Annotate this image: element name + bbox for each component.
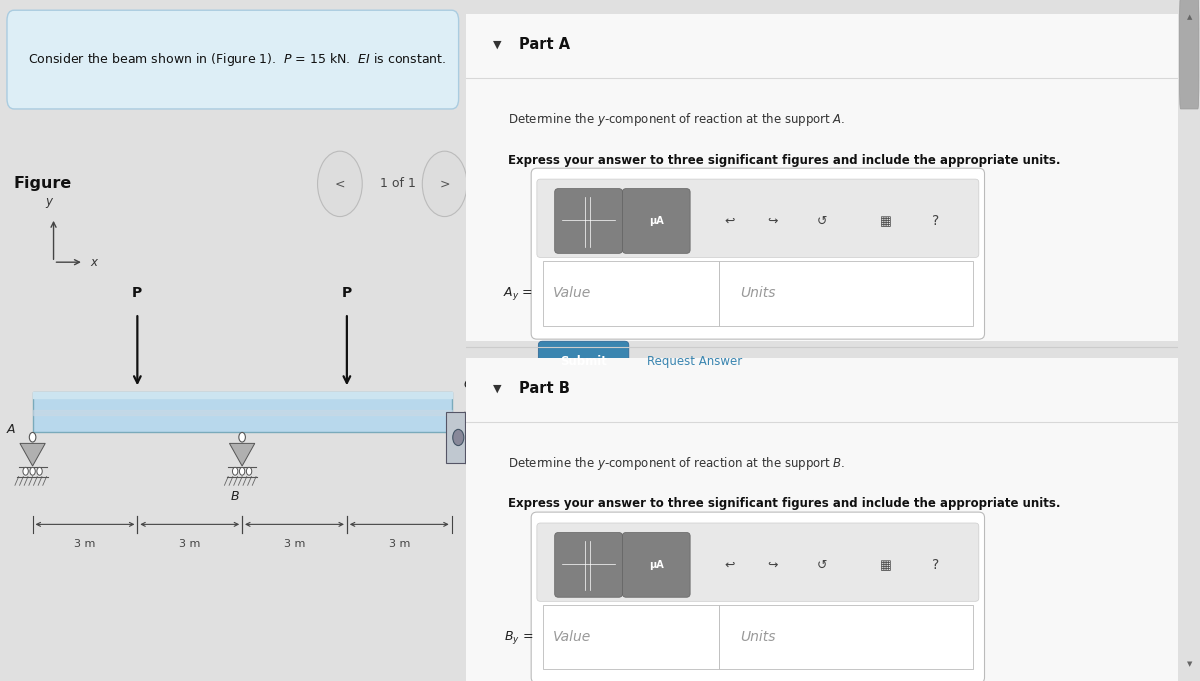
Text: Express your answer to three significant figures and include the appropriate uni: Express your answer to three significant… bbox=[509, 497, 1061, 511]
Text: 3 m: 3 m bbox=[389, 539, 410, 550]
Text: Determine the $y$-component of reaction at the support $B$.: Determine the $y$-component of reaction … bbox=[509, 455, 846, 471]
Text: ▲: ▲ bbox=[1187, 14, 1192, 20]
Text: Value: Value bbox=[552, 286, 590, 300]
Text: $B_{y}$ =: $B_{y}$ = bbox=[504, 629, 533, 646]
Text: P: P bbox=[132, 285, 143, 300]
FancyBboxPatch shape bbox=[719, 261, 973, 326]
Text: 3 m: 3 m bbox=[179, 539, 200, 550]
Text: Consider the beam shown in (Figure 1).  $P$ = 15 kN.  $EI$ is constant.: Consider the beam shown in (Figure 1). $… bbox=[28, 52, 446, 68]
Text: ▼: ▼ bbox=[493, 39, 502, 49]
Text: μΑ: μΑ bbox=[649, 217, 664, 226]
Text: Part A: Part A bbox=[520, 37, 570, 52]
Text: Determine the $y$-component of reaction at the support $A$.: Determine the $y$-component of reaction … bbox=[509, 111, 846, 127]
FancyBboxPatch shape bbox=[542, 261, 719, 326]
Text: $A_{y}$ =: $A_{y}$ = bbox=[503, 285, 533, 302]
Text: Part B: Part B bbox=[520, 381, 570, 396]
FancyBboxPatch shape bbox=[623, 533, 690, 597]
Text: <: < bbox=[335, 177, 346, 191]
Circle shape bbox=[23, 467, 29, 475]
Text: y: y bbox=[46, 195, 53, 208]
Text: 1 of 1: 1 of 1 bbox=[380, 177, 416, 191]
Text: Figure: Figure bbox=[14, 176, 72, 191]
Text: $A$: $A$ bbox=[6, 422, 17, 436]
FancyBboxPatch shape bbox=[466, 358, 1178, 681]
Text: ↪: ↪ bbox=[767, 215, 778, 228]
Text: 3 m: 3 m bbox=[74, 539, 96, 550]
Circle shape bbox=[452, 429, 464, 445]
Text: ▦: ▦ bbox=[881, 215, 892, 228]
Text: Units: Units bbox=[740, 630, 775, 644]
Text: ↪: ↪ bbox=[767, 558, 778, 572]
FancyBboxPatch shape bbox=[554, 533, 623, 597]
Text: Submit: Submit bbox=[560, 355, 607, 368]
Text: ?: ? bbox=[932, 558, 940, 572]
FancyBboxPatch shape bbox=[539, 341, 629, 382]
Text: Value: Value bbox=[552, 630, 590, 644]
Circle shape bbox=[422, 151, 467, 217]
Circle shape bbox=[30, 467, 35, 475]
Text: P: P bbox=[342, 285, 352, 300]
Text: $C$: $C$ bbox=[463, 378, 474, 392]
FancyBboxPatch shape bbox=[32, 392, 451, 432]
Text: ▦: ▦ bbox=[881, 558, 892, 572]
Circle shape bbox=[239, 432, 245, 442]
Polygon shape bbox=[464, 412, 480, 463]
Circle shape bbox=[318, 151, 362, 217]
Polygon shape bbox=[20, 443, 46, 466]
Text: ↺: ↺ bbox=[817, 215, 827, 228]
FancyBboxPatch shape bbox=[446, 412, 464, 463]
Circle shape bbox=[37, 467, 42, 475]
FancyBboxPatch shape bbox=[7, 10, 458, 109]
Text: Express your answer to three significant figures and include the appropriate uni: Express your answer to three significant… bbox=[509, 153, 1061, 167]
Circle shape bbox=[29, 432, 36, 442]
FancyBboxPatch shape bbox=[554, 189, 623, 253]
Text: ▼: ▼ bbox=[493, 383, 502, 393]
FancyBboxPatch shape bbox=[542, 605, 719, 669]
Text: Request Answer: Request Answer bbox=[647, 355, 743, 368]
FancyBboxPatch shape bbox=[719, 605, 973, 669]
Circle shape bbox=[233, 467, 238, 475]
Text: ↺: ↺ bbox=[817, 558, 827, 572]
Text: >: > bbox=[439, 177, 450, 191]
Circle shape bbox=[246, 467, 252, 475]
Circle shape bbox=[240, 467, 245, 475]
Text: ↩: ↩ bbox=[724, 215, 734, 228]
Text: $B$: $B$ bbox=[230, 490, 240, 503]
FancyBboxPatch shape bbox=[532, 512, 984, 681]
Text: 3 m: 3 m bbox=[284, 539, 305, 550]
Text: ▼: ▼ bbox=[1187, 661, 1192, 667]
FancyBboxPatch shape bbox=[532, 168, 984, 339]
Polygon shape bbox=[229, 443, 254, 466]
FancyBboxPatch shape bbox=[536, 523, 979, 601]
Text: x: x bbox=[91, 255, 97, 269]
FancyBboxPatch shape bbox=[623, 189, 690, 253]
FancyBboxPatch shape bbox=[1180, 0, 1199, 109]
Text: Units: Units bbox=[740, 286, 775, 300]
Text: ↩: ↩ bbox=[724, 558, 734, 572]
Text: μΑ: μΑ bbox=[649, 560, 664, 570]
FancyBboxPatch shape bbox=[536, 179, 979, 257]
Text: ?: ? bbox=[932, 215, 940, 228]
FancyBboxPatch shape bbox=[466, 14, 1178, 340]
